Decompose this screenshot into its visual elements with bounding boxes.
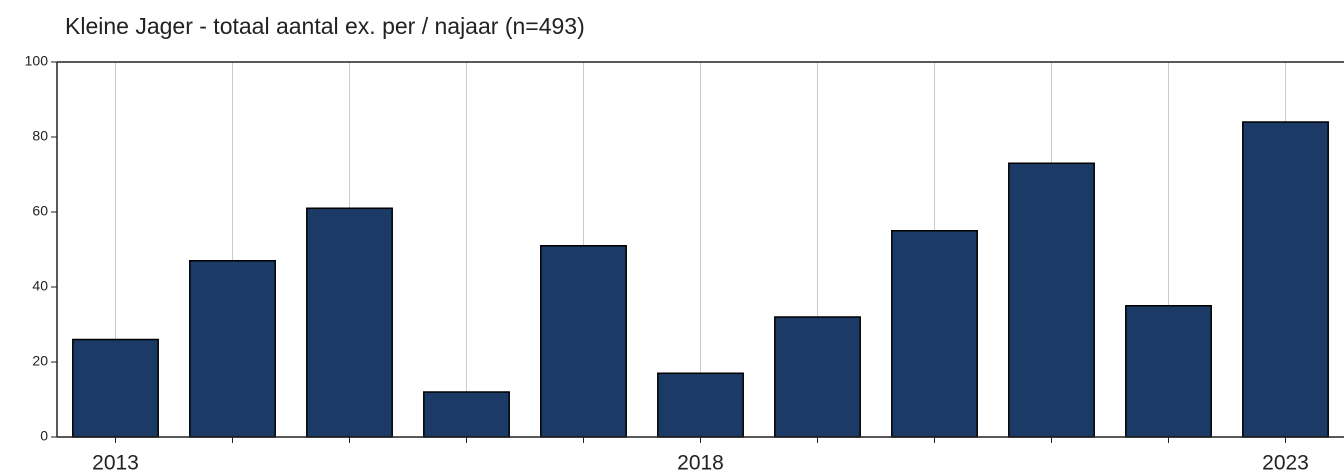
bar bbox=[774, 316, 861, 438]
y-tick-label: 0 bbox=[40, 428, 48, 444]
bar bbox=[1242, 121, 1329, 438]
bar bbox=[540, 245, 627, 438]
chart-title: Kleine Jager - totaal aantal ex. per / n… bbox=[65, 13, 585, 39]
bar bbox=[891, 230, 978, 438]
bar bbox=[423, 391, 510, 438]
x-tick-label: 2013 bbox=[92, 452, 139, 475]
x-tick-label: 2023 bbox=[1262, 452, 1309, 475]
bar bbox=[1008, 162, 1095, 438]
y-tick-label: 40 bbox=[32, 278, 48, 294]
x-tick-label: 2018 bbox=[677, 452, 724, 475]
bar bbox=[306, 207, 393, 438]
bar bbox=[189, 260, 276, 438]
y-tick-label: 60 bbox=[32, 203, 48, 219]
bar bbox=[657, 372, 744, 438]
bar bbox=[1125, 305, 1212, 438]
y-tick-label: 80 bbox=[32, 128, 48, 144]
y-tick-label: 100 bbox=[25, 53, 49, 69]
y-tick-label: 20 bbox=[32, 353, 48, 369]
bar bbox=[72, 338, 159, 438]
